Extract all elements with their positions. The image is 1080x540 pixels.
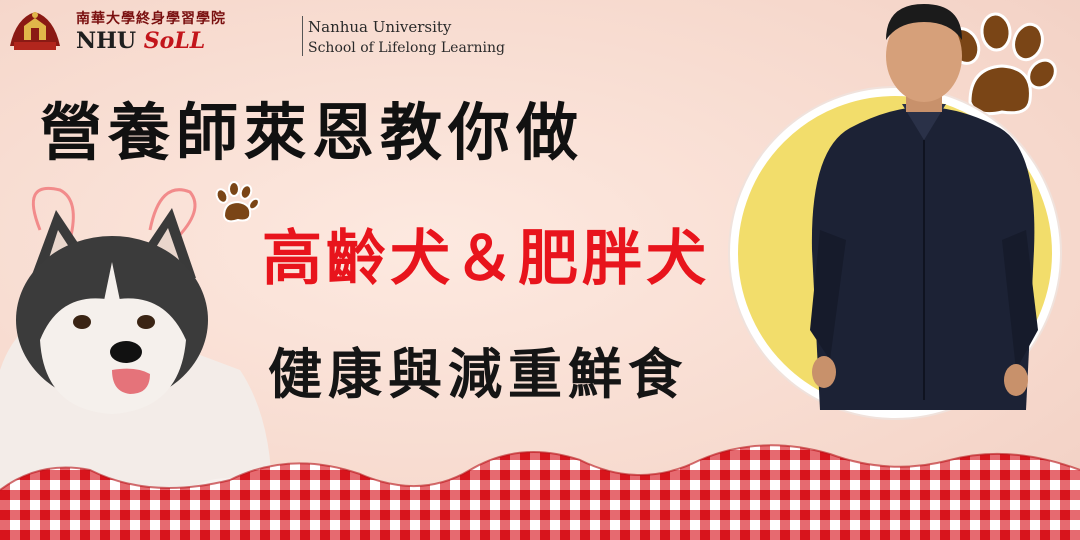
gingham-tablecloth [0, 444, 1080, 540]
headline-line-3: 健康與減重鮮食 [268, 343, 688, 406]
abbr-soll: SoLL [143, 28, 206, 54]
abbr-nhu: NHU [76, 28, 137, 54]
headline-line-1: 營養師萊恩教你做 [40, 96, 585, 169]
school-logo[interactable]: 南華大學終身學習學院 NHU SoLL Nanhua University Sc… [6, 6, 505, 56]
paw-print-icon [947, 12, 1057, 116]
paw-print-icon [215, 181, 260, 223]
school-name-english: Nanhua University [308, 18, 452, 36]
logo-divider [302, 16, 303, 56]
headline-line-2: 高齡犬＆肥胖犬 [262, 224, 710, 294]
speaker-photo [810, 4, 1038, 410]
school-department-english: School of Lifelong Learning [308, 40, 505, 56]
school-abbreviation: NHU SoLL [76, 28, 205, 54]
logo-text: 南華大學終身學習學院 NHU SoLL Nanhua University Sc… [76, 8, 505, 56]
school-name-chinese: 南華大學終身學習學院 [76, 11, 226, 27]
university-seal-icon [10, 12, 60, 50]
